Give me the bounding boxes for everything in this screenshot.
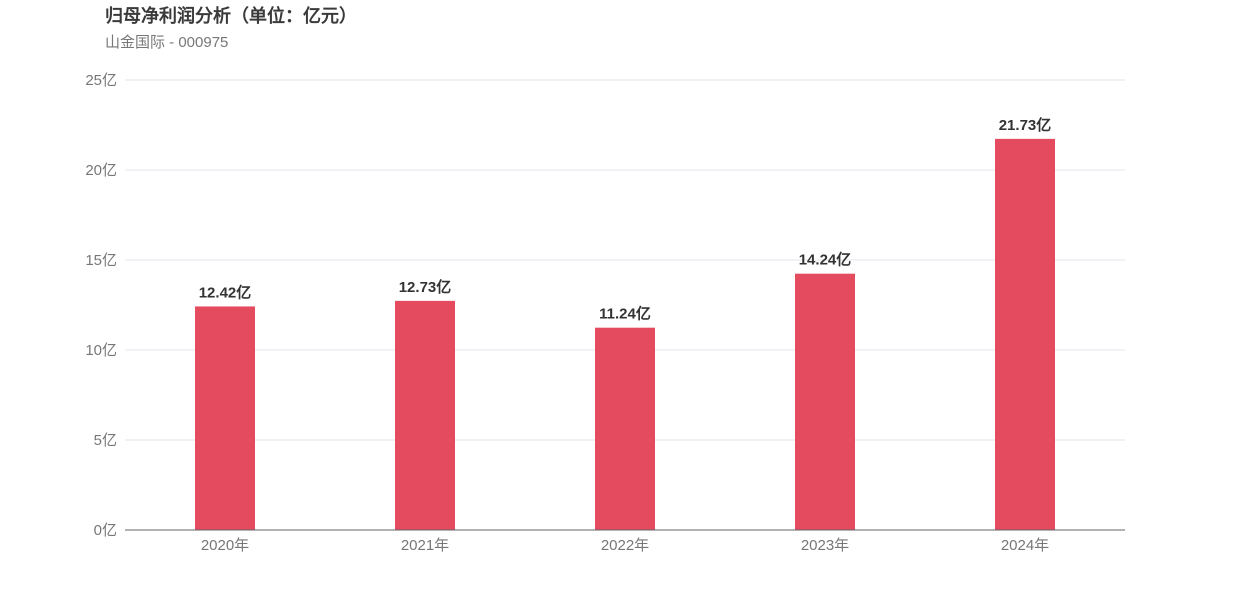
x-tick-label: 2024年	[1001, 537, 1049, 554]
data-label: 11.24亿	[599, 305, 651, 323]
chart-title: 归母净利润分析（单位：亿元）	[105, 6, 357, 26]
data-labels: 12.42亿 12.73亿 11.24亿 14.24亿 21.73亿	[199, 116, 1052, 323]
x-tick-label: 2021年	[401, 537, 449, 554]
bar	[995, 138, 1055, 531]
bar	[195, 306, 255, 530]
x-tick-label: 2023年	[801, 537, 849, 554]
x-tick-label: 2020年	[201, 537, 249, 554]
y-tick-label: 25亿	[85, 72, 117, 89]
bars	[195, 138, 1055, 531]
y-axis-ticks: 0亿 5亿 10亿 15亿 20亿 25亿	[85, 72, 117, 539]
x-tick-label: 2022年	[601, 537, 649, 554]
y-tick-label: 10亿	[85, 342, 117, 359]
bar	[795, 273, 855, 530]
data-label: 14.24亿	[799, 251, 852, 269]
y-tick-label: 15亿	[85, 252, 117, 269]
x-axis-ticks: 2020年 2021年 2022年 2023年 2024年	[201, 537, 1049, 554]
data-label: 12.73亿	[399, 278, 452, 296]
data-label: 12.42亿	[199, 283, 252, 301]
chart-subtitle: 山金国际 - 000975	[105, 34, 229, 51]
bar	[395, 300, 455, 530]
y-tick-label: 0亿	[94, 522, 117, 539]
bar	[595, 327, 655, 530]
data-label: 21.73亿	[999, 116, 1052, 134]
y-tick-label: 5亿	[94, 432, 117, 449]
y-tick-label: 20亿	[85, 162, 117, 179]
